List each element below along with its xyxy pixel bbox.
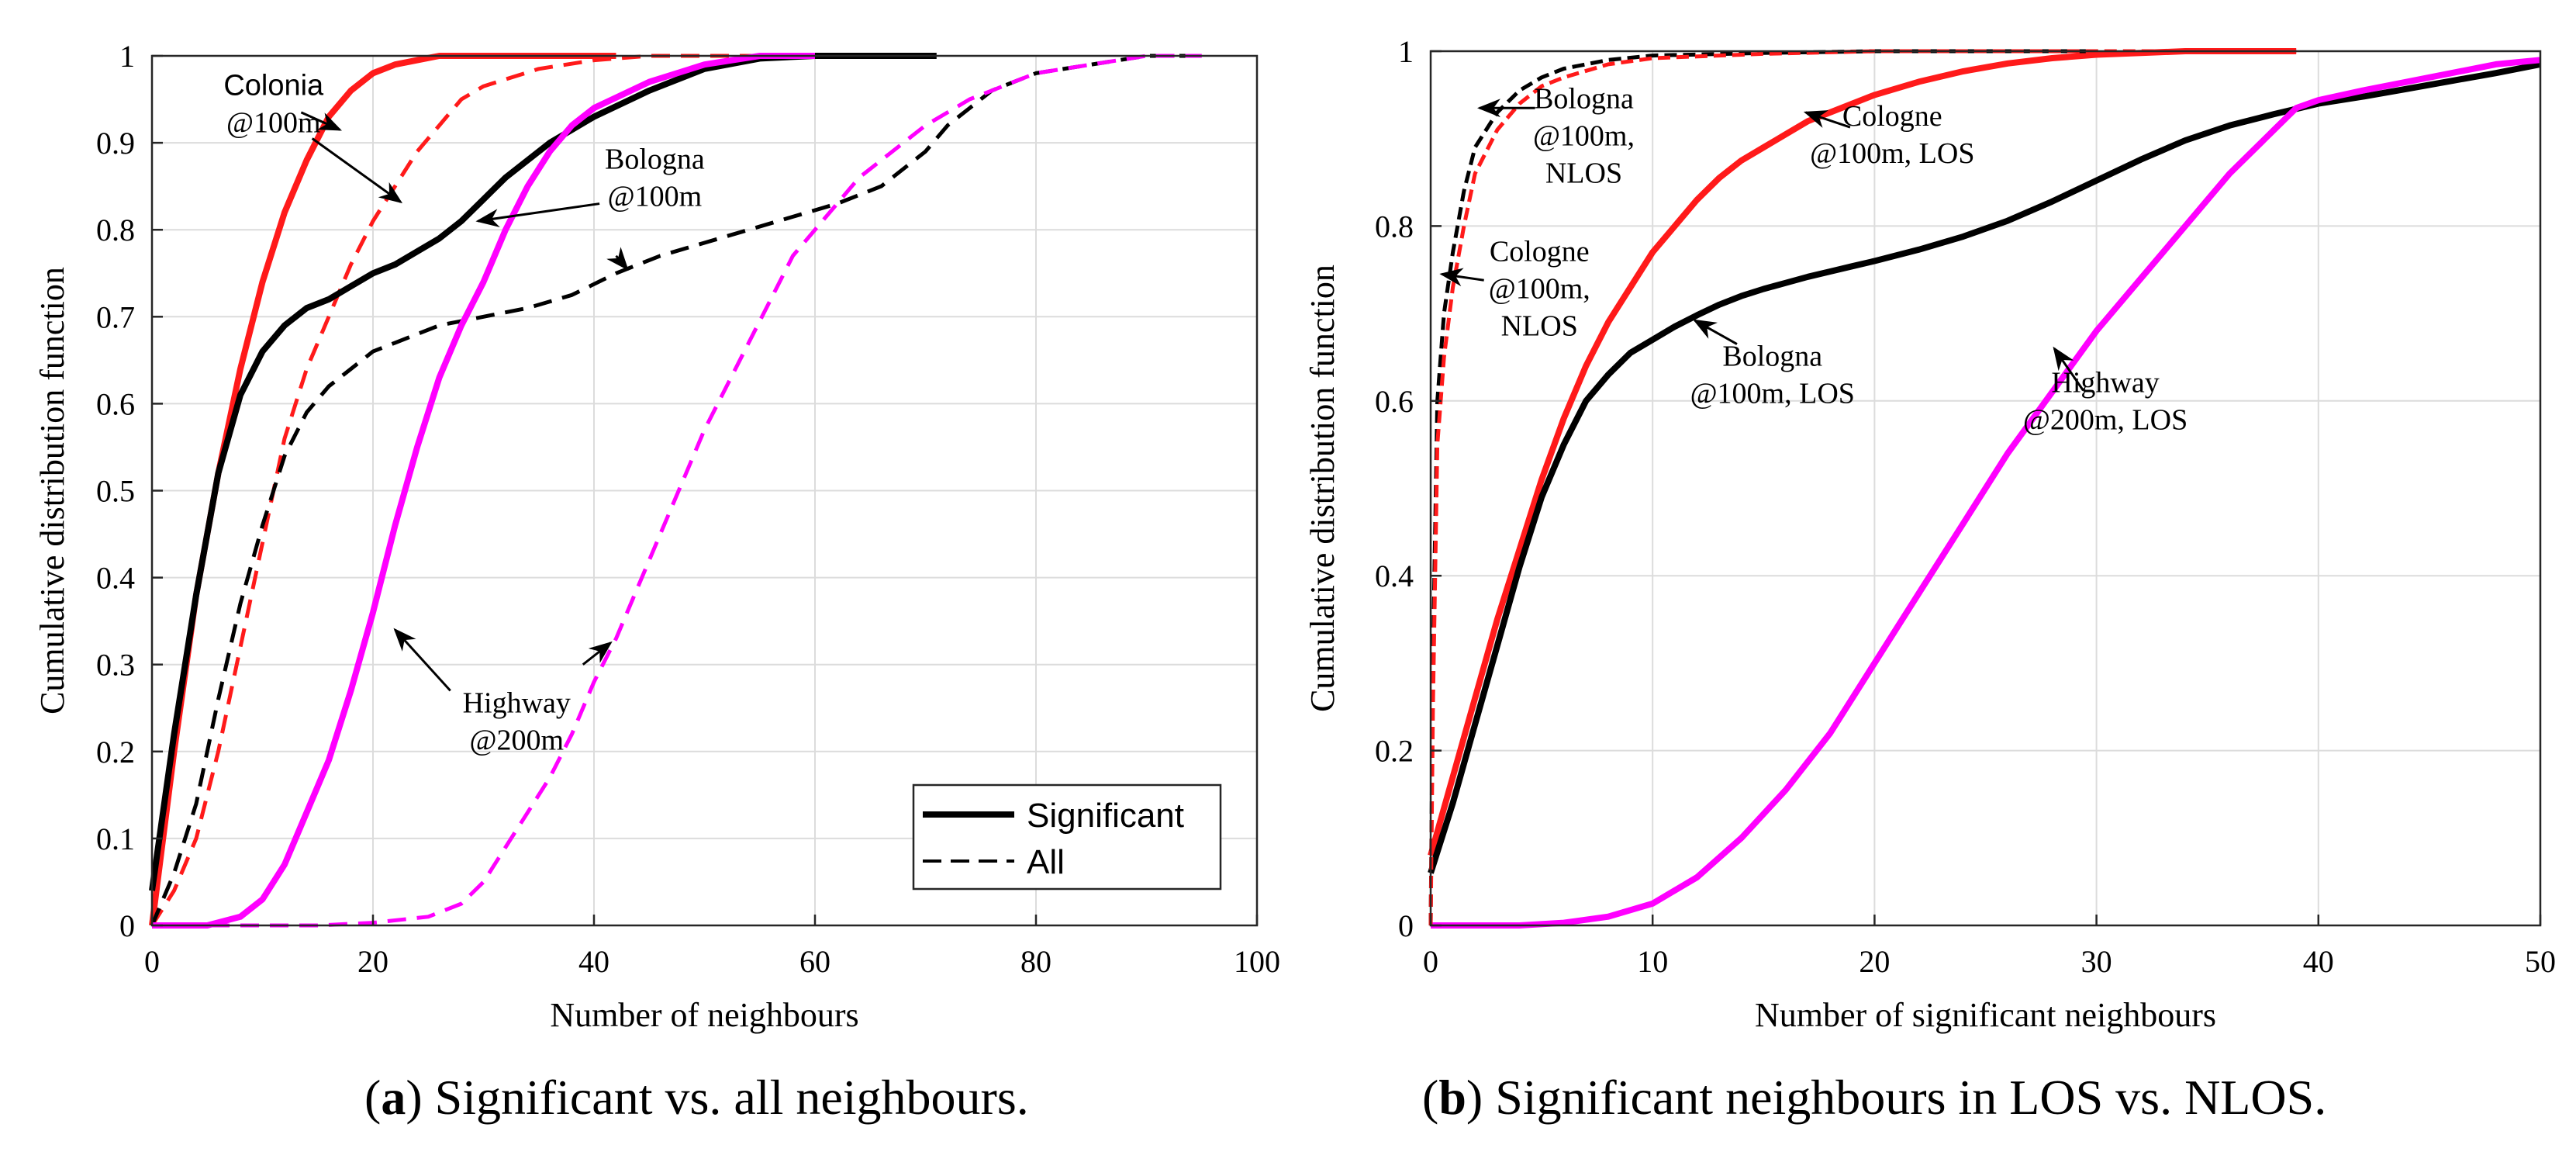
annotation-text: Cologne bbox=[1490, 235, 1590, 268]
y-axis-label: Cumulative distribution function bbox=[1304, 265, 1342, 712]
series-line-0 bbox=[1428, 48, 2297, 856]
x-tick-label: 60 bbox=[799, 944, 830, 979]
x-tick-label: 80 bbox=[1020, 944, 1051, 979]
y-tick-label: 1 bbox=[119, 39, 135, 74]
annotation-4: Highway @200m, LOS bbox=[2023, 346, 2188, 437]
x-tick-label: 0 bbox=[144, 944, 160, 979]
y-tick-label: 0.6 bbox=[1375, 384, 1414, 419]
annotation-text: Highway bbox=[2051, 367, 2159, 399]
annotation-text: NLOS bbox=[1545, 157, 1622, 189]
x-tick-label: 20 bbox=[1859, 944, 1890, 979]
y-tick-label: 0.9 bbox=[96, 126, 135, 161]
annotation-3: Bologna @100m, LOS bbox=[1690, 319, 1855, 410]
annotation-2: Highway @200m bbox=[393, 628, 613, 756]
series-line-4 bbox=[152, 53, 815, 929]
series-line-3 bbox=[150, 54, 1202, 926]
annotation-arrow bbox=[393, 628, 451, 692]
annotation-arrow bbox=[311, 137, 403, 204]
caption-b: (b) Significant neighbours in LOS vs. NL… bbox=[1422, 1070, 2327, 1125]
x-tick-label: 40 bbox=[578, 944, 609, 979]
annotation-2: Cologne @100m, NLOS bbox=[1439, 235, 1590, 342]
annotation-text: @100m, bbox=[1489, 272, 1590, 305]
y-axis-label: Cumulative distribution function bbox=[33, 267, 71, 714]
legend-label-1: All bbox=[1027, 843, 1065, 881]
annotation-text: @100m bbox=[226, 106, 321, 139]
y-tick-label: 0.2 bbox=[96, 735, 135, 770]
x-axis-label: Number of significant neighbours bbox=[1755, 996, 2216, 1034]
y-tick-label: 0.6 bbox=[96, 386, 135, 421]
series-line-1 bbox=[150, 54, 815, 927]
annotation-text: Bologna bbox=[605, 144, 705, 176]
x-tick-label: 50 bbox=[2525, 944, 2556, 979]
annotation-1: Bologna @100m bbox=[475, 144, 705, 271]
annotation-arrow bbox=[582, 641, 613, 666]
annotation-arrow bbox=[606, 247, 629, 271]
legend-box bbox=[912, 783, 1222, 891]
y-tick-label: 0.1 bbox=[96, 821, 135, 856]
annotation-arrow bbox=[1439, 268, 1484, 287]
annotation-text: @100m bbox=[608, 181, 703, 213]
series-line-2 bbox=[1431, 57, 2541, 929]
annotation-0: Bologna @100m, NLOS bbox=[1476, 82, 1635, 189]
annotation-arrow bbox=[2053, 346, 2084, 392]
y-tick-label: 0.5 bbox=[96, 474, 135, 509]
x-tick-label: 10 bbox=[1637, 944, 1668, 979]
x-tick-label: 40 bbox=[2303, 944, 2334, 979]
y-tick-label: 0.7 bbox=[96, 299, 135, 334]
annotation-arrow bbox=[1803, 110, 1851, 129]
annotation-text: @200m bbox=[469, 724, 564, 756]
annotation-text: Colonia bbox=[223, 69, 324, 102]
annotation-text: Bologna bbox=[1534, 82, 1634, 115]
annotation-text: @100m, LOS bbox=[1690, 378, 1855, 410]
series-line-3 bbox=[1428, 49, 2097, 926]
y-tick-label: 0.8 bbox=[96, 213, 135, 247]
legend-label-0: Significant bbox=[1027, 797, 1184, 835]
annotation-text: Cologne bbox=[1842, 100, 1942, 133]
annotation-arrow bbox=[300, 111, 342, 131]
annotation-text: Highway bbox=[463, 687, 571, 719]
y-tick-label: 0.8 bbox=[1375, 209, 1414, 244]
x-axis-label: Number of neighbours bbox=[550, 996, 858, 1034]
y-tick-label: 0.4 bbox=[96, 561, 135, 596]
chart-panel-b: 0 10 20 30 40 50 0 0.2 0.4 0.6 0.8 1 Number of signi… bbox=[1304, 34, 2556, 1034]
annotation-text: Bologna bbox=[1722, 341, 1822, 373]
y-tick-label: 0.4 bbox=[1375, 559, 1414, 593]
y-tick-label: 0 bbox=[119, 908, 135, 943]
axes-frame bbox=[1429, 50, 2542, 927]
y-tick-label: 1 bbox=[1398, 34, 1414, 69]
annotation-text: @200m, LOS bbox=[2023, 404, 2188, 437]
legend: Significant All bbox=[912, 783, 1222, 891]
chart-panel-a: 0 20 40 60 80 100 0 0.1 0.2 0.3 0.4 0.5 0.6 0.7 0.8 0.9… bbox=[33, 39, 1280, 1034]
x-tick-label: 0 bbox=[1423, 944, 1438, 979]
y-tick-label: 0.3 bbox=[96, 648, 135, 683]
annotation-text: @100m, LOS bbox=[1810, 137, 1974, 170]
annotation-0: Colonia @100m bbox=[223, 69, 403, 204]
y-tick-label: 0 bbox=[1398, 908, 1414, 943]
annotation-arrow bbox=[1692, 319, 1738, 345]
series-line-2 bbox=[149, 53, 937, 891]
series-line-1 bbox=[1428, 61, 2541, 874]
x-tick-label: 100 bbox=[1234, 944, 1280, 979]
annotation-1: Cologne @100m, LOS bbox=[1803, 100, 1974, 170]
series-line-5 bbox=[152, 54, 1202, 928]
x-tick-label: 30 bbox=[2081, 944, 2112, 979]
caption-a: (a) Significant vs. all neighbours. bbox=[364, 1070, 1029, 1125]
annotation-text: NLOS bbox=[1501, 310, 1578, 342]
annotation-arrow bbox=[475, 202, 600, 228]
x-tick-label: 20 bbox=[357, 944, 388, 979]
y-tick-label: 0.2 bbox=[1375, 734, 1414, 769]
annotation-text: @100m, bbox=[1533, 119, 1635, 152]
